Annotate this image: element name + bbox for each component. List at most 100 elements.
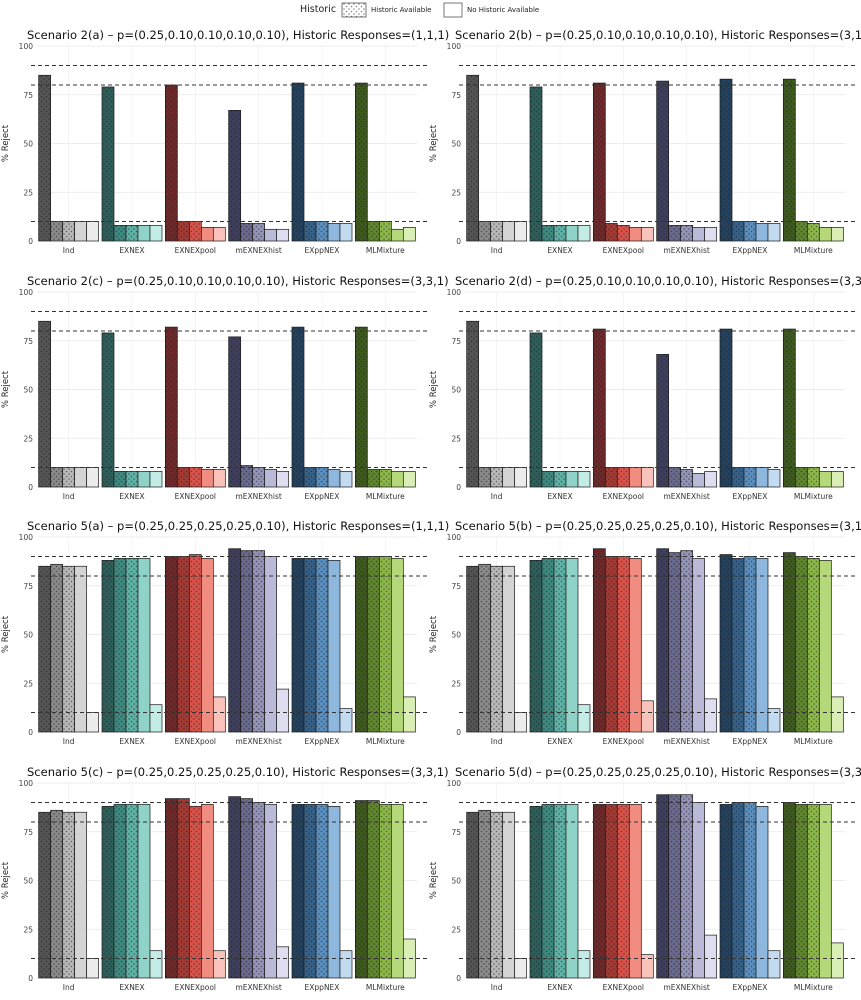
bar-ind-5 [86,958,100,979]
y-tick-label: 75 [23,582,33,591]
legend-swatch-historic-pattern [342,3,366,17]
bar-pattern-historic [668,467,681,487]
bar-pattern-historic [617,556,630,732]
bar-mlmixture-4 [390,228,404,242]
bar-exnex-4 [137,804,151,979]
bar-pattern-historic [656,794,669,978]
bar-mlmixture-5 [830,471,844,488]
y-tick-label: 25 [23,434,33,443]
bar-pattern-historic [126,558,138,732]
y-tick-label: 0 [28,237,33,246]
y-axis-label: % Reject [1,124,11,162]
bar-pattern-historic [680,225,693,241]
bar-pattern-historic [466,75,479,241]
bar-pattern-historic [102,332,114,487]
y-tick-label: 75 [451,91,461,100]
bar-mexnexhist-4 [264,556,278,733]
y-tick-label: 50 [451,386,461,395]
chart-panel-3: Scenario 2(c) – p=(0.25,0.10,0.10,0.10,0… [1,274,449,501]
bar-mexnexhist-5 [276,946,290,979]
bar-pattern-historic [355,800,368,978]
bar-pattern-historic [126,225,138,241]
y-tick-label: 100 [19,288,34,297]
bar-pattern-historic [478,467,491,487]
x-tick-label: Ind [63,983,75,992]
bar-pattern-historic [593,804,606,978]
x-tick-label: MLMixture [794,737,833,746]
bar-mexnexhist-4 [692,473,706,488]
y-tick-label: 100 [447,779,462,788]
bar-pattern-historic [542,804,554,978]
bar-exppnex-4 [755,467,769,488]
bar-mlmixture-5 [402,696,416,733]
bar-pattern-historic [240,465,253,487]
bar-pattern-historic [189,221,202,241]
bar-mexnexhist-4 [692,227,706,242]
y-tick-label: 25 [451,679,461,688]
bar-pattern-historic [807,558,820,732]
bar-pattern-historic [177,556,190,732]
panel-title: Scenario 2(a) – p=(0.25,0.10,0.10,0.10,0… [27,28,449,42]
bar-ind-4 [502,565,516,733]
bar-mexnexhist-5 [704,227,718,242]
x-tick-label: EXNEXpool [175,983,216,992]
bar-mlmixture-4 [390,471,404,488]
bar-pattern-historic [240,798,253,978]
bar-mlmixture-4 [818,804,832,979]
y-tick-label: 50 [23,631,33,640]
y-tick-label: 25 [451,434,461,443]
x-tick-label: EXNEXpool [175,737,216,746]
bar-pattern-historic [554,558,566,732]
bar-pattern-historic [783,802,796,978]
bar-pattern-historic [252,550,265,732]
bar-pattern-historic [542,471,554,487]
bar-pattern-historic [38,75,51,241]
chart-panel-1: Scenario 2(a) – p=(0.25,0.10,0.10,0.10,0… [1,28,449,255]
x-tick-label: EXNEXpool [603,246,644,255]
bar-exppnex-5 [767,469,781,488]
bar-pattern-historic [304,804,316,978]
bar-pattern-historic [252,467,265,487]
bar-pattern-historic [490,566,503,732]
bar-pattern-historic [732,467,744,487]
bar-pattern-historic [656,548,669,732]
x-tick-label: Ind [63,492,75,501]
bar-pattern-historic [720,554,732,732]
bar-pattern-historic [490,812,503,978]
y-tick-label: 25 [23,188,33,197]
x-tick-label: EXNEX [547,246,572,255]
bar-mlmixture-5 [830,227,844,242]
y-tick-label: 75 [451,828,461,837]
bar-exnexpool-5 [212,950,226,979]
legend-title: Historic [300,4,336,15]
bar-pattern-historic [744,467,756,487]
bar-pattern-historic [50,810,63,978]
bar-exnexpool-5 [212,227,226,242]
bar-ind-5 [86,712,100,733]
x-tick-label: Ind [491,983,503,992]
y-axis-label: % Reject [429,124,439,162]
bar-pattern-historic [490,467,503,487]
bar-mexnexhist-5 [704,934,718,979]
bar-pattern-historic [316,467,328,487]
x-tick-label: EXNEXpool [603,983,644,992]
bar-ind-4 [502,811,516,979]
bar-pattern-historic [114,225,126,241]
bar-exnexpool-5 [640,954,654,979]
bar-exnex-5 [149,950,163,979]
bar-ind-4 [502,467,516,488]
bar-pattern-historic [656,354,669,487]
y-tick-label: 50 [451,631,461,640]
bar-pattern-historic [795,556,808,732]
bar-pattern-historic [50,467,63,487]
bar-mlmixture-5 [830,942,844,979]
bar-pattern-historic [228,110,241,241]
bar-exnex-5 [577,471,591,488]
bar-pattern-historic [542,225,554,241]
chart-panel-4: Scenario 2(d) – p=(0.25,0.10,0.10,0.10,0… [429,274,861,501]
bar-mlmixture-4 [818,471,832,488]
bar-exnexpool-4 [200,227,214,242]
y-tick-label: 75 [23,828,33,837]
bar-exppnex-4 [327,223,341,242]
